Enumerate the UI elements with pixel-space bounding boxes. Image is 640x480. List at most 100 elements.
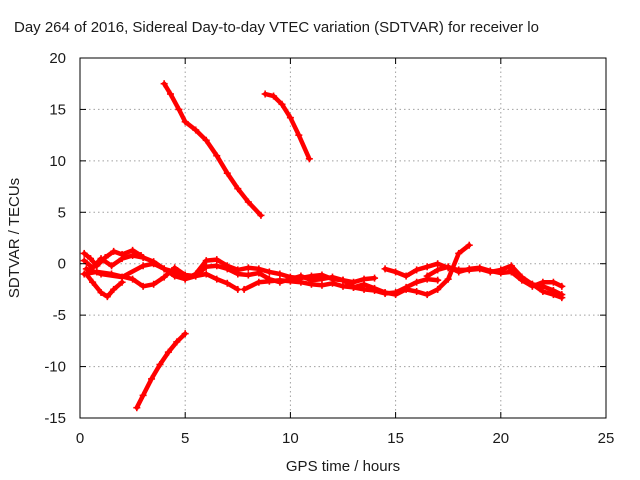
data-point xyxy=(223,262,231,270)
data-point xyxy=(278,100,286,108)
data-point xyxy=(360,275,368,283)
data-point xyxy=(381,290,389,298)
data-point xyxy=(181,330,189,338)
data-point xyxy=(528,280,536,288)
data-point xyxy=(360,285,368,293)
data-point xyxy=(223,169,231,177)
data-point xyxy=(164,348,172,356)
data-point xyxy=(549,291,557,299)
data-point xyxy=(255,265,263,273)
data-point xyxy=(213,256,221,264)
axis-layer: 0 5 10 15 20 25 -15 -10 -5 0 5 10 15 20 xyxy=(44,50,614,447)
data-point xyxy=(80,249,88,257)
x-axis-label: GPS time / hours xyxy=(286,458,400,475)
series-layer xyxy=(80,80,566,412)
data-point xyxy=(297,278,305,286)
data-point xyxy=(286,114,294,122)
data-point xyxy=(240,285,248,293)
data-point xyxy=(87,255,95,263)
data-point xyxy=(213,262,221,270)
data-point xyxy=(257,211,265,219)
data-point xyxy=(108,270,116,278)
chart-title: Day 264 of 2016, Sidereal Day-to-day VTE… xyxy=(14,19,539,36)
data-point xyxy=(181,118,189,126)
data-point xyxy=(270,92,278,100)
data-point xyxy=(139,282,147,290)
x-tick-label: 15 xyxy=(387,430,404,447)
data-point xyxy=(486,267,494,275)
data-point xyxy=(213,275,221,283)
data-point xyxy=(305,155,313,163)
data-point xyxy=(108,262,116,270)
data-point xyxy=(150,280,158,288)
data-point xyxy=(82,265,90,273)
data-point xyxy=(507,266,515,274)
y-tick-label: 0 xyxy=(58,256,66,273)
data-point xyxy=(350,283,358,291)
data-point xyxy=(80,257,88,265)
y-tick-label: 10 xyxy=(49,153,66,170)
series-band-5 xyxy=(81,265,241,292)
data-point xyxy=(133,404,141,412)
data-point xyxy=(244,271,252,279)
y-tick-label: 5 xyxy=(58,204,66,221)
data-point xyxy=(234,285,242,293)
data-point xyxy=(173,338,181,346)
y-tick-label: -15 xyxy=(44,410,66,427)
series-arc-high-left xyxy=(161,81,264,218)
data-point xyxy=(549,278,557,286)
data-point xyxy=(455,268,463,276)
data-point xyxy=(307,272,315,280)
data-point xyxy=(392,289,400,297)
data-point xyxy=(318,271,326,279)
data-point xyxy=(295,131,303,139)
x-tick-label: 5 xyxy=(181,430,189,447)
data-point xyxy=(276,270,284,278)
data-point xyxy=(244,198,252,206)
data-point xyxy=(465,241,473,249)
data-point xyxy=(118,255,126,263)
plot-frame xyxy=(79,57,607,419)
data-point xyxy=(413,278,421,286)
data-point xyxy=(434,266,442,274)
data-point xyxy=(129,251,137,259)
data-point xyxy=(265,277,273,285)
data-point xyxy=(103,293,111,301)
data-point xyxy=(497,269,505,277)
x-tick-label: 20 xyxy=(492,430,509,447)
series-band-1 xyxy=(84,271,125,299)
y-tick-label: 20 xyxy=(49,50,66,67)
y-axis-label: SDTVAR / TECUs xyxy=(6,178,23,298)
data-point xyxy=(465,265,473,273)
data-point xyxy=(175,105,183,113)
data-point xyxy=(558,282,566,290)
series-arc-low xyxy=(134,331,188,410)
data-point xyxy=(455,249,463,257)
data-point xyxy=(255,278,263,286)
data-point xyxy=(318,281,326,289)
data-point xyxy=(202,136,210,144)
data-point xyxy=(160,80,168,88)
data-point xyxy=(434,276,442,284)
data-point xyxy=(392,268,400,276)
data-point xyxy=(171,272,179,280)
data-point xyxy=(150,260,158,268)
data-point xyxy=(93,268,101,276)
data-point xyxy=(413,287,421,295)
series-arc-high-right xyxy=(262,91,312,162)
data-point xyxy=(423,291,431,299)
data-point xyxy=(192,126,200,134)
data-point xyxy=(110,285,118,293)
data-point xyxy=(202,257,210,265)
data-point xyxy=(518,275,526,283)
data-point xyxy=(371,274,379,282)
data-point xyxy=(213,152,221,160)
data-point xyxy=(244,264,252,272)
data-point xyxy=(80,270,88,278)
data-point xyxy=(171,264,179,272)
data-point xyxy=(160,273,168,281)
data-point xyxy=(539,287,547,295)
data-point xyxy=(192,272,200,280)
data-point xyxy=(234,266,242,274)
